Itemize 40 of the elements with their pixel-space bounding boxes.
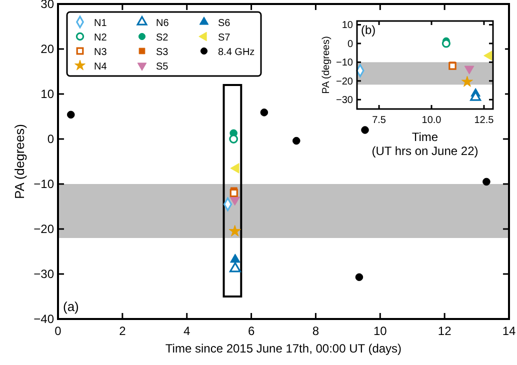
x-axis-title: Time since 2015 June 17th, 00:00 UT (days) xyxy=(165,342,402,356)
x-axis-title: Time (UT hrs on June 22) xyxy=(372,130,478,158)
legend-label: N3 xyxy=(94,47,108,58)
x-tick-label: 14 xyxy=(502,324,516,338)
x-tick-label: 4 xyxy=(184,324,191,338)
y-tick-label: −10 xyxy=(34,177,54,192)
legend-label: N4 xyxy=(94,62,108,72)
x-tick-label: 7.5 xyxy=(372,115,386,126)
legend-label: S7 xyxy=(218,32,231,44)
y-tick-label: −30 xyxy=(336,95,354,106)
legend-label: 8.4 GHz xyxy=(218,47,255,58)
legend-label: S6 xyxy=(218,18,231,29)
legend-label: N2 xyxy=(94,32,108,44)
x-tick-label: 6 xyxy=(248,324,255,338)
x-tick-label: 2 xyxy=(119,324,126,338)
y-tick-label: 0 xyxy=(47,132,54,146)
x-tick-label: 12.5 xyxy=(474,115,494,126)
legend-label: N6 xyxy=(156,18,170,29)
annotation: (a) xyxy=(63,299,79,314)
x-tick-label: 10 xyxy=(373,324,388,338)
x-tick-label: 10.0 xyxy=(422,115,442,126)
legend-label: S3 xyxy=(156,47,169,58)
y-tick-label: −40 xyxy=(34,312,54,326)
x-tick-label: 8 xyxy=(312,324,320,338)
y-tick-label: 0 xyxy=(347,38,354,50)
y-tick-label: −20 xyxy=(336,76,354,88)
y-tick-label: 30 xyxy=(40,0,54,12)
x-tick-label: 12 xyxy=(438,324,452,338)
y-axis-title: PA (degrees) xyxy=(12,124,27,199)
legend-label: S2 xyxy=(156,32,169,44)
legend-label: S5 xyxy=(156,62,169,72)
y-tick-label: −30 xyxy=(34,267,54,282)
y-tick-label: 10 xyxy=(40,87,54,102)
annotation: (b) xyxy=(361,23,376,37)
y-axis-title: PA (degrees) xyxy=(321,36,332,94)
y-tick-label: 10 xyxy=(342,20,354,32)
y-tick-label: −20 xyxy=(34,222,54,236)
y-tick-label: −10 xyxy=(336,58,354,69)
y-tick-label: 20 xyxy=(40,42,54,56)
legend-label: N1 xyxy=(94,18,108,29)
